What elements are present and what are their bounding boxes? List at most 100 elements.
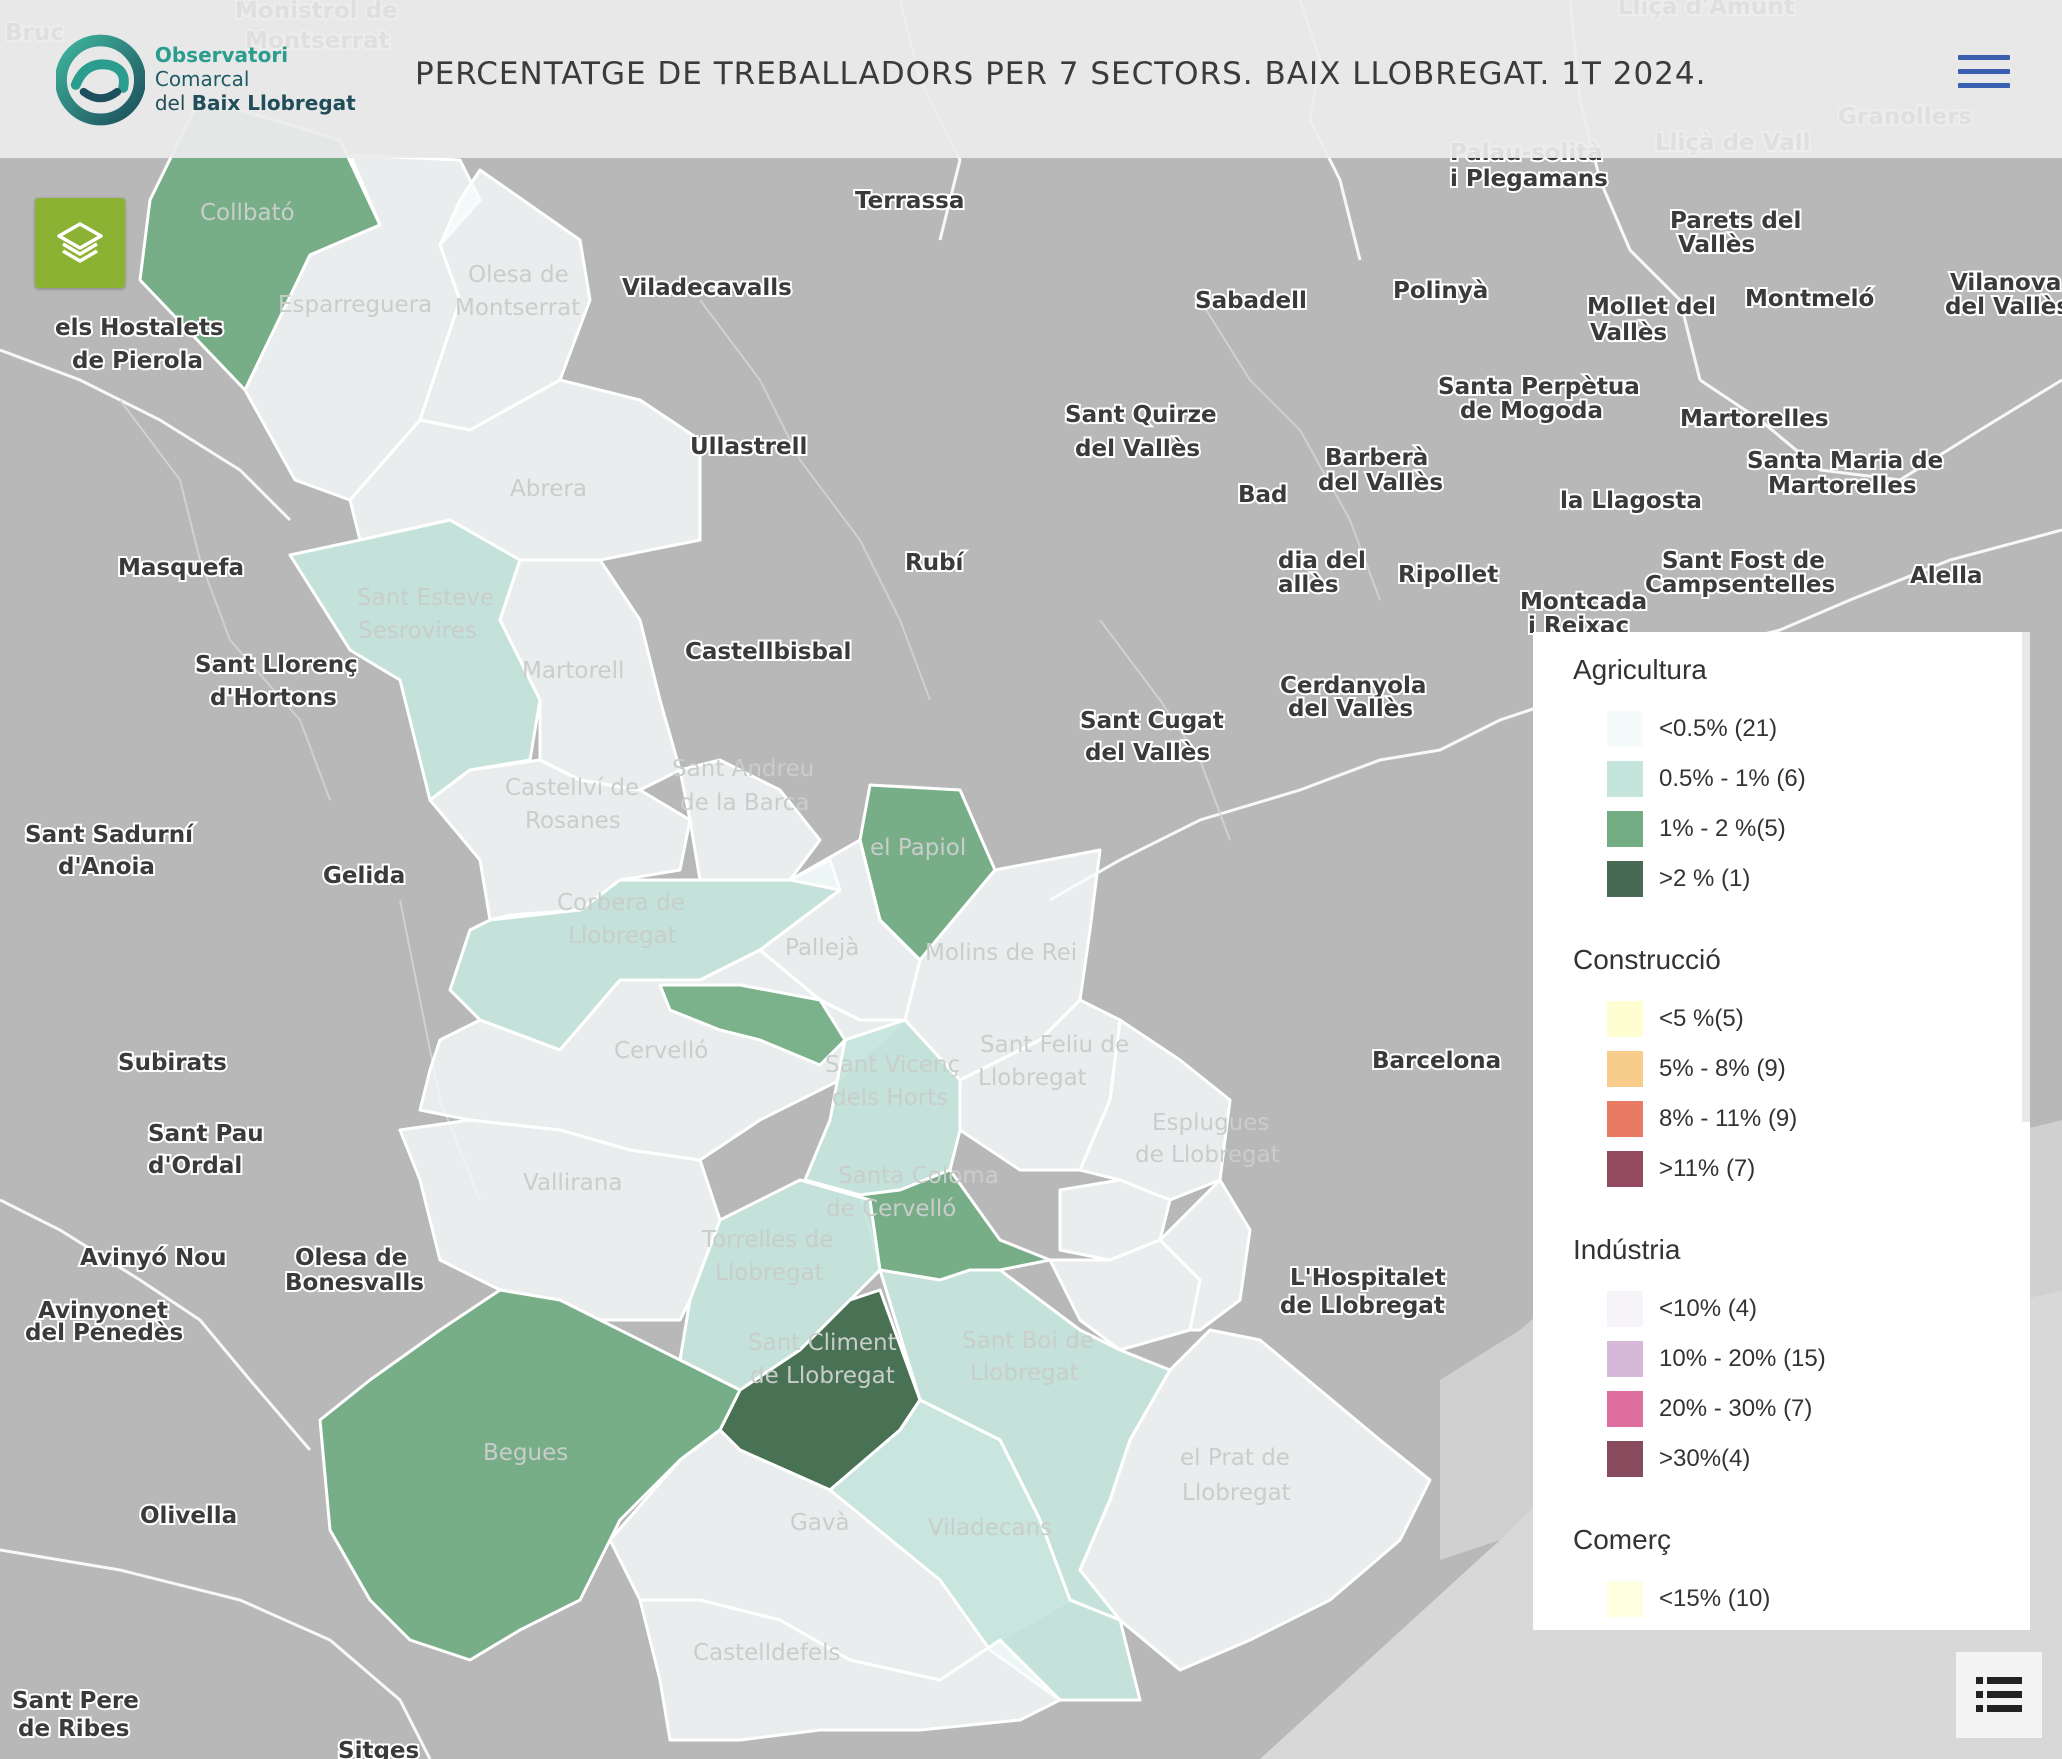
place-label: Avinyonet xyxy=(38,1298,168,1324)
place-label: Vilanova xyxy=(1950,270,2061,296)
municipality-label: Castellví de xyxy=(505,775,639,801)
municipality-el-prat-de-llobregat[interactable] xyxy=(1078,1328,1432,1672)
place-label: Rubí xyxy=(905,550,965,576)
municipality-label: Olesa de xyxy=(468,262,569,288)
place-label: del Vallès xyxy=(1085,740,1210,766)
page-title: PERCENTATGE DE TREBALLADORS PER 7 SECTOR… xyxy=(415,56,1707,92)
logo-mark-icon xyxy=(56,34,145,126)
municipality-olesa-de-montserrat[interactable] xyxy=(418,168,592,432)
municipality-label: Pallejà xyxy=(785,935,859,961)
legend-section-title: Indústria xyxy=(1573,1234,1681,1265)
municipality-castelldefels[interactable] xyxy=(638,1598,1062,1742)
municipality-label: Llobregat xyxy=(970,1360,1079,1386)
legend-item-label: 5% - 8% (9) xyxy=(1659,1055,1786,1082)
municipality-label: Sant Vicenç xyxy=(825,1052,960,1078)
municipality-label: Sant Climent xyxy=(748,1330,897,1356)
place-label: de Ribes xyxy=(18,1716,129,1742)
place-label: de Pierola xyxy=(72,348,203,374)
municipality-label: Llobregat xyxy=(978,1065,1087,1091)
logo-line2-pre: del xyxy=(154,91,192,115)
legend-section: Comerç <15% (10) 15% - 20% (13) xyxy=(1573,1524,2030,1630)
legend-swatch xyxy=(1607,1341,1643,1377)
legend-item-label: 0.5% - 1% (6) xyxy=(1659,765,1806,792)
place-label: Ullastrell xyxy=(690,434,807,460)
legend-item-label: <10% (4) xyxy=(1659,1295,1758,1322)
legend-section-title: Construcció xyxy=(1573,944,1721,975)
place-label: Sant Fost de xyxy=(1662,548,1825,574)
municipality-label: Vallirana xyxy=(523,1170,622,1196)
municipality-label: Llobregat xyxy=(715,1260,824,1286)
municipality-label: Esplugues xyxy=(1152,1110,1269,1136)
logo-line1-rest: Comarcal xyxy=(154,67,250,91)
list-view-button[interactable] xyxy=(1956,1652,2042,1738)
legend-panel[interactable]: Agricultura <0.5% (21) 0.5% - 1% (6) 1% - 2… xyxy=(1533,632,2030,1630)
municipality-begues[interactable] xyxy=(318,1288,742,1662)
legend-section: Indústria <10% (4) 10% - 20% (15) 20% - 30%… xyxy=(1573,1234,2030,1484)
legend-swatch xyxy=(1607,861,1643,897)
place-label: dia del xyxy=(1278,548,1366,574)
layers-button[interactable] xyxy=(35,198,125,288)
municipality-label: Santa Coloma xyxy=(838,1163,999,1189)
place-label: Sant Quirze xyxy=(1065,402,1217,428)
legend-item: 1% - 2 %(5) xyxy=(1573,804,2030,854)
place-label: i Plegamans xyxy=(1450,166,1608,192)
place-label: Gelida xyxy=(323,863,405,889)
municipality-label: el Prat de xyxy=(1180,1445,1290,1471)
layers-icon xyxy=(57,222,103,263)
place-label: Vallès xyxy=(1678,232,1755,258)
place-label: allès xyxy=(1278,572,1339,598)
legend-section: Construcció <5 %(5) 5% - 8% (9) 8% - 11% (9… xyxy=(1573,944,2030,1194)
municipality-label: el Papiol xyxy=(870,835,966,861)
municipality-vallirana[interactable] xyxy=(398,1118,722,1322)
place-label: Montcada xyxy=(1520,589,1647,615)
municipality-la-palma-de-cervell-[interactable] xyxy=(658,983,847,1067)
logo-line2-bold: Baix Llobregat xyxy=(191,91,356,115)
legend-item: 20% - 30% (7) xyxy=(1573,1384,2030,1434)
legend-item: >30%(4) xyxy=(1573,1434,2030,1484)
place-label: Sant Pere xyxy=(12,1688,139,1714)
legend-item-label: >11% (7) xyxy=(1659,1155,1756,1182)
place-label: Sabadell xyxy=(1195,288,1307,314)
legend-swatch xyxy=(1607,1291,1643,1327)
place-label: Parets del xyxy=(1670,208,1801,234)
municipality-cornell-de-llobregat[interactable] xyxy=(1158,1178,1252,1332)
legend-item-label: 8% - 11% (9) xyxy=(1659,1105,1798,1132)
municipality-label: Castelldefels xyxy=(693,1640,840,1666)
legend-scrollbar[interactable] xyxy=(2022,632,2030,1122)
municipality-label: Torrelles de xyxy=(701,1227,833,1253)
list-icon xyxy=(1976,1677,2022,1712)
place-label: Subirats xyxy=(118,1050,227,1076)
legend-item-label: <5 %(5) xyxy=(1659,1005,1744,1032)
place-label: els Hostalets xyxy=(55,315,224,341)
legend-swatch xyxy=(1607,711,1643,747)
municipality-label: Begues xyxy=(483,1440,568,1466)
place-label: Olivella xyxy=(140,1503,237,1529)
place-label: Bonesvalls xyxy=(285,1270,424,1296)
municipality-viladecans[interactable] xyxy=(828,1398,1142,1702)
place-label: Montmeló xyxy=(1745,286,1874,312)
legend-swatch xyxy=(1607,1441,1643,1477)
logo[interactable]: Observatori Comarcal del Baix Llobregat xyxy=(56,30,386,128)
municipality-label: Llobregat xyxy=(1182,1480,1291,1506)
legend-item-label: 10% - 20% (15) xyxy=(1659,1345,1826,1372)
municipality-label: Molins de Rei xyxy=(925,940,1077,966)
place-label: la Llagosta xyxy=(1560,488,1702,514)
hamburger-menu-icon[interactable] xyxy=(1958,55,2010,95)
legend-item: 10% - 20% (15) xyxy=(1573,1334,2030,1384)
place-label: Martorelles xyxy=(1768,473,1917,499)
place-label: L'Hospitalet xyxy=(1290,1265,1446,1291)
municipality-sant-esteve-sesrovires[interactable] xyxy=(288,518,542,802)
legend-section: Agricultura <0.5% (21) 0.5% - 1% (6) 1% - 2… xyxy=(1573,654,2030,904)
place-label: Santa Perpètua xyxy=(1438,374,1640,400)
place-label: d'Anoia xyxy=(58,854,155,880)
place-label: Barcelona xyxy=(1372,1048,1501,1074)
municipality-sant-andreu-de-la-barca[interactable] xyxy=(678,758,822,882)
legend-item-label: <15% (10) xyxy=(1659,1585,1771,1612)
place-label: Sitges xyxy=(338,1738,419,1759)
place-label: Olesa de xyxy=(295,1245,407,1271)
legend-item: >11% (7) xyxy=(1573,1144,2030,1194)
municipality-label: Viladecans xyxy=(928,1515,1052,1541)
place-label: Sant Pau xyxy=(148,1121,264,1147)
municipality-label: Sant Boi de xyxy=(962,1328,1094,1354)
